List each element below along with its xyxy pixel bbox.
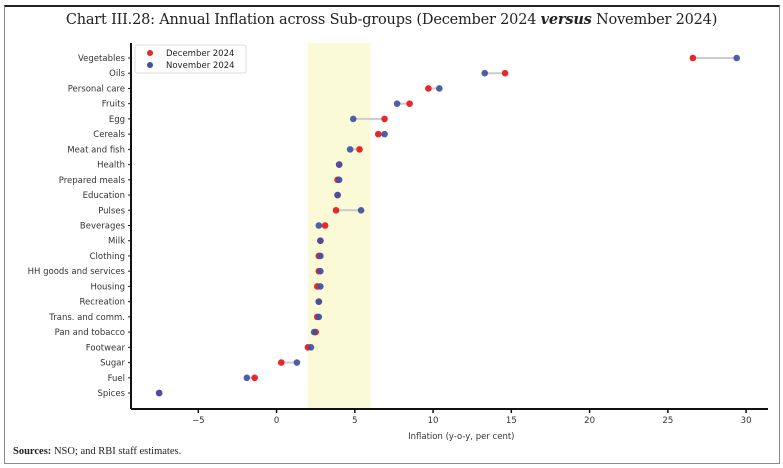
sources-note: Sources: NSO; and RBI staff estimates. xyxy=(13,446,181,457)
november-dot xyxy=(310,328,318,336)
december-dot xyxy=(381,115,388,123)
november-dot xyxy=(317,267,324,275)
legend-marker-december xyxy=(147,50,153,56)
november-dot xyxy=(335,176,343,184)
title-prefix: Chart III.28: Annual Inflation across Su… xyxy=(65,12,541,28)
y-tick-label: Education xyxy=(83,191,125,201)
november-dot xyxy=(243,374,251,382)
y-tick-label: Cereals xyxy=(93,130,125,140)
connector-layer xyxy=(246,57,737,379)
november-dot xyxy=(317,252,324,260)
november-dot xyxy=(357,206,365,214)
november-dot xyxy=(155,389,163,397)
x-tick-label: 0 xyxy=(274,416,279,426)
legend: December 2024 November 2024 xyxy=(134,44,247,74)
title-suffix: November 2024) xyxy=(591,12,718,28)
y-tick-label: Trans. and comm. xyxy=(48,313,125,323)
y-tick-label: Clothing xyxy=(90,252,125,262)
november-dot xyxy=(315,298,323,305)
y-tick-label: Beverages xyxy=(80,222,126,232)
sources-text: NSO; and RBI staff estimates. xyxy=(51,446,182,457)
december-dot xyxy=(374,130,382,138)
december-dot xyxy=(425,85,432,92)
november-dot xyxy=(293,359,301,366)
legend-marker-november xyxy=(147,62,153,68)
chart-frame xyxy=(4,5,780,464)
december-dot xyxy=(332,206,340,214)
axis-layer: Vegetables Oils Personal care Fruits Egg Cere… xyxy=(28,43,768,442)
december-dot xyxy=(356,146,363,153)
legend-box xyxy=(134,44,247,74)
december-dot xyxy=(689,54,697,62)
x-tick-label: 30 xyxy=(741,416,752,426)
y-tick-label: HH goods and services xyxy=(28,267,126,277)
y-tick-label: Milk xyxy=(108,237,125,247)
november-dot xyxy=(733,54,740,62)
dot-layer xyxy=(155,54,740,397)
november-dot xyxy=(334,191,341,199)
y-tick-label: Sugar xyxy=(100,359,125,369)
y-tick-label: Prepared meals xyxy=(59,176,126,186)
december-dot xyxy=(321,222,329,229)
november-dot xyxy=(317,237,324,245)
december-dot xyxy=(501,69,509,77)
sources-label: Sources: xyxy=(13,446,52,457)
y-tick-label: Pulses xyxy=(98,206,125,216)
x-tick-label: 15 xyxy=(506,416,517,426)
x-tick-label: 20 xyxy=(584,416,595,426)
x-axis-title: Inflation (y-o-y, per cent) xyxy=(408,432,514,442)
x-tick-label: 10 xyxy=(428,416,439,426)
y-tick-label: Vegetables xyxy=(78,54,126,64)
x-tick-label: 5 xyxy=(352,416,357,426)
y-tick-label: Spices xyxy=(98,389,126,399)
y-tick-label: Fuel xyxy=(108,374,125,384)
november-dot xyxy=(481,69,489,77)
december-dot xyxy=(251,374,258,382)
x-tick-label: −5 xyxy=(192,416,205,426)
chart-title: Chart III.28: Annual Inflation across Su… xyxy=(0,11,783,28)
november-dot xyxy=(315,222,323,229)
y-tick-label: Footwear xyxy=(86,343,126,353)
x-tick-label: 25 xyxy=(662,416,673,426)
title-italic: versus xyxy=(540,11,592,28)
legend-label-december: December 2024 xyxy=(166,49,234,59)
december-dot xyxy=(277,359,285,366)
y-tick-label: Housing xyxy=(90,282,125,292)
november-dot xyxy=(307,344,315,351)
y-tick-label: Fruits xyxy=(102,100,126,110)
november-dot xyxy=(349,115,357,123)
y-tick-label: Oils xyxy=(109,69,125,79)
legend-label-november: November 2024 xyxy=(166,61,235,71)
december-dot xyxy=(406,100,413,107)
november-dot xyxy=(335,161,343,168)
november-dot xyxy=(315,313,323,321)
y-tick-label: Recreation xyxy=(80,298,125,308)
y-tick-label: Personal care xyxy=(68,84,125,94)
y-tick-label: Egg xyxy=(109,115,125,125)
y-tick-label: Meat and fish xyxy=(67,145,125,155)
november-dot xyxy=(381,130,388,138)
y-tick-label: Pan and tobacco xyxy=(55,328,125,338)
november-dot xyxy=(346,146,354,153)
november-dot xyxy=(317,283,324,290)
november-dot xyxy=(393,100,401,107)
y-tick-label: Health xyxy=(97,161,125,171)
november-dot xyxy=(436,85,443,92)
